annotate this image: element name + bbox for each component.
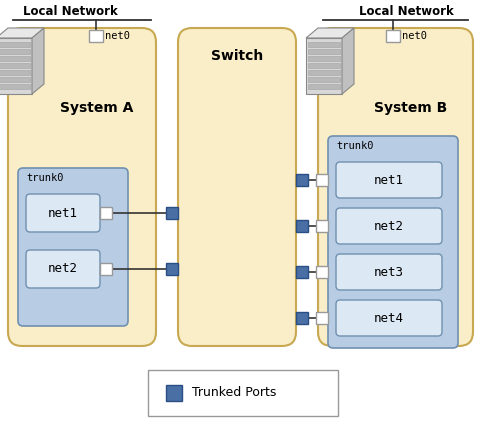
Bar xyxy=(308,70,340,75)
Bar xyxy=(296,174,308,186)
FancyBboxPatch shape xyxy=(18,168,128,326)
Bar xyxy=(316,266,328,278)
FancyBboxPatch shape xyxy=(336,254,442,290)
FancyBboxPatch shape xyxy=(328,136,458,348)
Bar xyxy=(306,38,342,94)
Bar xyxy=(100,263,112,275)
Bar xyxy=(0,77,30,82)
Bar xyxy=(166,385,182,401)
Text: Local Network: Local Network xyxy=(359,5,454,18)
Text: trunk0: trunk0 xyxy=(336,141,373,151)
Text: net0: net0 xyxy=(402,31,427,41)
Bar xyxy=(308,77,340,82)
Bar xyxy=(308,49,340,54)
FancyBboxPatch shape xyxy=(336,300,442,336)
Text: net4: net4 xyxy=(374,312,404,324)
Bar xyxy=(308,84,340,89)
Bar xyxy=(316,174,328,186)
Bar xyxy=(308,63,340,68)
Bar xyxy=(386,30,400,42)
Bar xyxy=(0,42,30,47)
Bar xyxy=(166,207,178,219)
Text: net3: net3 xyxy=(374,265,404,279)
Text: System B: System B xyxy=(374,101,448,115)
Text: net0: net0 xyxy=(105,31,130,41)
FancyBboxPatch shape xyxy=(336,208,442,244)
Bar xyxy=(296,266,308,278)
Bar xyxy=(100,207,112,219)
Text: net2: net2 xyxy=(374,220,404,232)
Bar xyxy=(89,30,103,42)
Bar xyxy=(316,312,328,324)
Bar xyxy=(316,220,328,232)
Bar xyxy=(148,370,338,416)
FancyBboxPatch shape xyxy=(26,194,100,232)
Bar xyxy=(0,63,30,68)
Polygon shape xyxy=(306,28,354,38)
Text: net2: net2 xyxy=(48,262,78,276)
Text: net1: net1 xyxy=(48,206,78,220)
FancyBboxPatch shape xyxy=(178,28,296,346)
Text: Local Network: Local Network xyxy=(23,5,118,18)
Bar xyxy=(296,312,308,324)
Bar xyxy=(0,84,30,89)
Polygon shape xyxy=(0,28,44,38)
Text: System A: System A xyxy=(60,101,133,115)
Bar xyxy=(166,263,178,275)
Bar xyxy=(0,56,30,61)
Polygon shape xyxy=(32,28,44,94)
FancyBboxPatch shape xyxy=(318,28,473,346)
Bar xyxy=(0,49,30,54)
Polygon shape xyxy=(342,28,354,94)
FancyBboxPatch shape xyxy=(336,162,442,198)
Text: trunk0: trunk0 xyxy=(26,173,63,183)
Text: net1: net1 xyxy=(374,173,404,187)
Bar xyxy=(308,56,340,61)
Bar xyxy=(0,38,32,94)
Bar xyxy=(296,220,308,232)
FancyBboxPatch shape xyxy=(26,250,100,288)
Text: Switch: Switch xyxy=(211,49,263,63)
Text: Trunked Ports: Trunked Ports xyxy=(192,386,276,399)
FancyBboxPatch shape xyxy=(8,28,156,346)
Bar xyxy=(308,42,340,47)
Bar xyxy=(0,70,30,75)
